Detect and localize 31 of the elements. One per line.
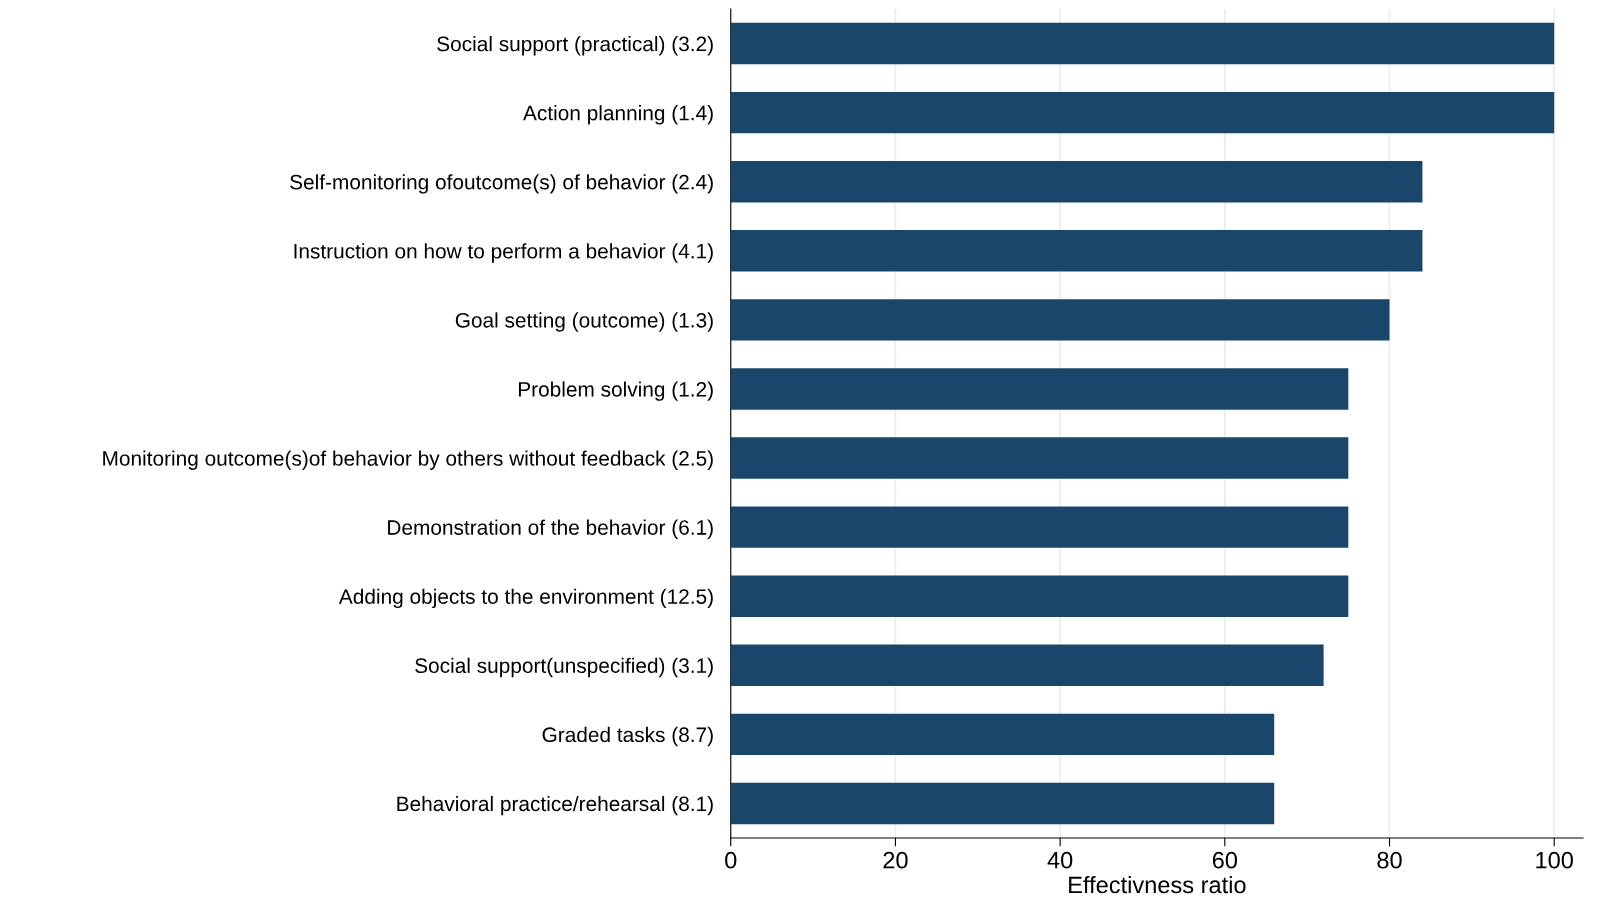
x-tick-label: 0 <box>725 851 737 869</box>
y-tick-label: Monitoring outcome(s)of behavior by others without feedback (2.5) <box>103 450 713 470</box>
bar <box>730 161 1423 203</box>
y-tick-label: Graded tasks (8.7) <box>542 726 713 747</box>
y-tick-label: Instruction on how to perform a behavior (4.1) <box>294 243 713 263</box>
bar <box>730 437 1349 479</box>
y-tick-label: Social support (practical) (3.2) <box>437 36 713 56</box>
y-tick-label: Action planning (1.4) <box>523 105 713 125</box>
y-tick-label: Behavioral practice/rehearsal (8.1) <box>397 795 713 816</box>
y-tick-label: Problem solving (1.2) <box>518 381 713 401</box>
bar <box>730 575 1349 617</box>
x-tick-label: 100 <box>1536 851 1573 869</box>
bar <box>730 368 1349 410</box>
x-axis-title: Effectivness ratio <box>1069 875 1246 894</box>
x-tick-label: 60 <box>1212 851 1238 869</box>
bar <box>730 230 1423 272</box>
bar <box>730 782 1275 825</box>
y-tick-label: Self-monitoring ofoutcome(s) of behavior (2.4) <box>290 174 713 194</box>
bar <box>730 91 1555 134</box>
bar <box>730 713 1275 756</box>
bar <box>730 22 1555 65</box>
x-tick-label: 20 <box>883 851 908 869</box>
bar <box>730 644 1324 687</box>
x-tick-label: 40 <box>1047 851 1073 869</box>
x-tick-label: 80 <box>1377 851 1402 869</box>
y-tick-label: Demonstration of the behavior (6.1) <box>388 519 713 539</box>
y-tick-label: Adding objects to the environment (12.5) <box>338 588 713 609</box>
y-tick-label: Goal setting (outcome) (1.3) <box>455 312 713 332</box>
bar <box>730 299 1390 341</box>
y-tick-label: Social support(unspecified) (3.1) <box>415 657 713 678</box>
bar <box>730 506 1349 548</box>
